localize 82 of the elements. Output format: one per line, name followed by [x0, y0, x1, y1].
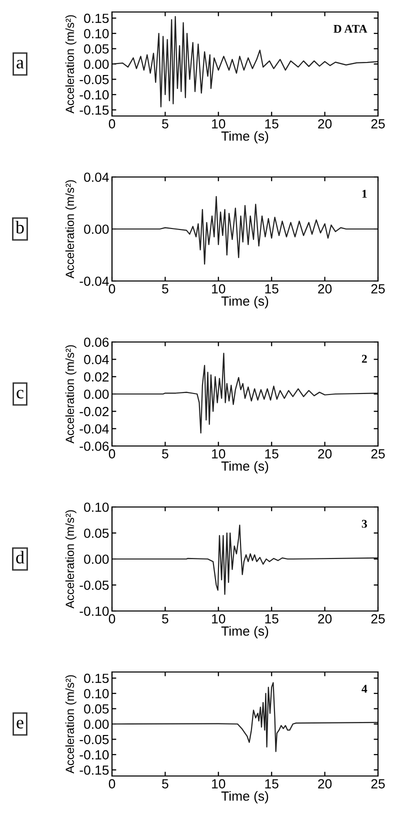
- x-tick-label: 0: [108, 779, 116, 788]
- x-tick-label: 5: [162, 779, 168, 788]
- y-tick-label: 0.00: [84, 224, 109, 234]
- y-tick-label: -0.15: [80, 105, 109, 115]
- x-tick-label: 20: [318, 284, 332, 294]
- y-tick-label: -0.15: [80, 765, 109, 775]
- x-tick-label: 20: [318, 614, 332, 624]
- x-tick-label: 10: [212, 614, 226, 624]
- y-tick-label: 0.04: [84, 172, 109, 182]
- text: d: [16, 550, 24, 564]
- y-tick-label: 0.05: [84, 44, 109, 54]
- x-tick-label: 5: [162, 284, 168, 294]
- x-tick-label: 5: [162, 449, 168, 458]
- x-tick-label: 15: [265, 779, 278, 788]
- line-series: [112, 16, 378, 108]
- x-tick-label: 0: [108, 614, 116, 624]
- y-tick-label: -0.10: [80, 606, 109, 616]
- y-tick-label: 0.15: [84, 14, 109, 24]
- x-tick-label: 0: [108, 449, 116, 458]
- y-tick-label: -0.10: [80, 750, 109, 760]
- y-axis-title: Acceleration (m/s²): [65, 15, 76, 114]
- text: 1: [362, 190, 367, 198]
- y-tick-label: -0.04: [80, 424, 109, 434]
- text: 2: [362, 354, 367, 363]
- x-tick-label: 15: [265, 284, 278, 294]
- x-tick-label: 5: [162, 614, 168, 624]
- x-tick-label: 0: [108, 284, 116, 294]
- y-axis-title: Acceleration (m/s²): [65, 510, 76, 608]
- line-series: [112, 352, 378, 434]
- y-tick-label: -0.06: [80, 442, 109, 451]
- y-tick-label: 0.15: [84, 674, 109, 684]
- y-tick-label: 0.00: [84, 60, 109, 69]
- y-tick-label: 0.06: [84, 338, 109, 347]
- x-axis-title: Time (s): [221, 131, 268, 144]
- y-tick-label: 0.04: [84, 354, 109, 364]
- text: D ATA: [334, 24, 368, 33]
- x-tick-label: 10: [212, 284, 226, 294]
- x-tick-label: 10: [212, 779, 226, 788]
- text: b: [15, 220, 24, 234]
- x-tick-label: 25: [371, 779, 385, 788]
- y-tick-label: 0.05: [84, 704, 109, 714]
- x-tick-label: 25: [371, 449, 385, 458]
- x-tick-label: 25: [371, 614, 385, 624]
- x-axis-title: Time (s): [221, 791, 268, 804]
- x-tick-label: 20: [318, 779, 332, 788]
- y-tick-label: 0.02: [84, 372, 109, 382]
- y-tick-label: -0.02: [80, 406, 109, 416]
- y-tick-label: -0.05: [80, 74, 109, 84]
- y-tick-label: -0.04: [80, 276, 109, 286]
- text: 4: [362, 684, 368, 693]
- x-tick-label: 10: [212, 119, 226, 128]
- text: e: [16, 720, 24, 729]
- x-tick-label: 20: [318, 449, 332, 458]
- text: c: [16, 390, 24, 399]
- y-tick-label: 0.00: [84, 720, 109, 729]
- x-axis-title: Time (s): [221, 296, 268, 308]
- y-tick-label: 0.00: [84, 390, 109, 399]
- y-axis-title: Acceleration (m/s²): [65, 675, 76, 774]
- x-tick-label: 20: [318, 119, 332, 128]
- x-axis-title: Time (s): [221, 461, 268, 474]
- y-tick-label: -0.05: [80, 734, 109, 744]
- y-tick-label: 0.10: [84, 502, 109, 512]
- text: a: [16, 60, 24, 69]
- x-axis-title: Time (s): [221, 626, 268, 638]
- x-tick-label: 15: [265, 119, 278, 128]
- x-tick-label: 10: [212, 449, 226, 458]
- x-tick-label: 0: [108, 119, 116, 128]
- y-tick-label: 0.10: [84, 688, 109, 698]
- x-tick-label: 25: [371, 119, 385, 128]
- y-tick-label: -0.10: [80, 90, 109, 100]
- x-tick-label: 15: [265, 449, 278, 458]
- y-tick-label: 0.00: [84, 554, 109, 564]
- y-tick-label: 0.10: [84, 28, 109, 38]
- y-axis-title: Acceleration (m/s²): [65, 180, 76, 278]
- line-series: [112, 682, 378, 752]
- x-tick-label: 5: [162, 119, 168, 128]
- y-tick-label: -0.05: [80, 580, 109, 590]
- x-tick-label: 15: [265, 614, 278, 624]
- x-tick-label: 25: [371, 284, 385, 294]
- text: 3: [362, 520, 367, 528]
- y-axis-title: Acceleration (m/s²): [65, 345, 76, 444]
- y-tick-label: 0.05: [84, 528, 109, 538]
